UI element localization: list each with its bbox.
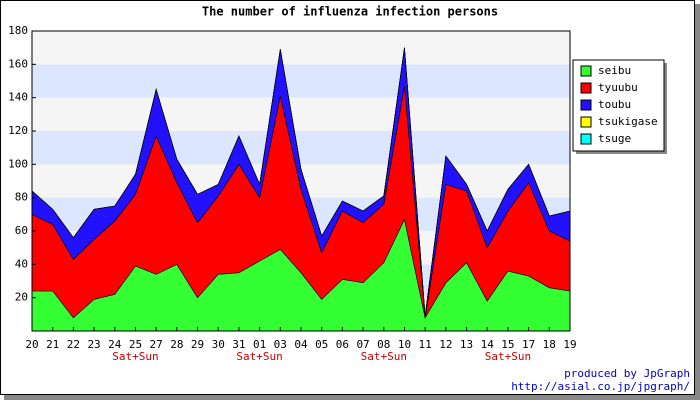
grid-band (32, 31, 570, 65)
credit: produced by JpGraph (564, 367, 690, 380)
legend-swatch (580, 65, 592, 77)
y-tick-label: 160 (8, 57, 28, 70)
x-tick-label: 20 (25, 338, 38, 351)
x-tick-label: 28 (170, 338, 183, 351)
x-sublabel: Sat+Sun (485, 350, 531, 363)
x-sublabel: Sat+Sun (361, 350, 407, 363)
legend-label: tsukigase (598, 115, 658, 128)
y-tick-label: 100 (8, 157, 28, 170)
x-sublabel: Sat+Sun (112, 350, 158, 363)
legend-swatch (580, 99, 592, 111)
legend-label: tyuubu (598, 81, 638, 94)
x-tick-label: 25 (129, 338, 142, 351)
x-tick-label: 15 (501, 338, 514, 351)
x-tick-label: 21 (46, 338, 59, 351)
grid-band (32, 64, 570, 98)
legend-label: toubu (598, 98, 631, 111)
y-tick-label: 120 (8, 124, 28, 137)
x-tick-label: 18 (543, 338, 556, 351)
x-tick-label: 11 (419, 338, 432, 351)
x-tick-label: 27 (150, 338, 163, 351)
credit: http://asial.co.jp/jpgraph/ (511, 380, 690, 393)
legend-swatch (580, 133, 592, 145)
x-sublabel: Sat+Sun (236, 350, 282, 363)
x-tick-label: 29 (191, 338, 204, 351)
x-tick-label: 08 (377, 338, 390, 351)
grid-band (32, 97, 570, 131)
x-tick-label: 30 (212, 338, 225, 351)
x-tick-label: 13 (460, 338, 473, 351)
x-tick-label: 06 (336, 338, 349, 351)
x-tick-label: 10 (398, 338, 411, 351)
x-tick-label: 22 (67, 338, 80, 351)
chart-title: The number of influenza infection person… (202, 5, 498, 19)
x-tick-label: 07 (356, 338, 369, 351)
x-tick-label: 12 (439, 338, 452, 351)
x-tick-label: 14 (481, 338, 495, 351)
x-tick-label: 03 (274, 338, 287, 351)
x-tick-label: 01 (253, 338, 266, 351)
y-tick-label: 80 (15, 191, 28, 204)
legend-swatch (580, 116, 592, 128)
x-tick-label: 23 (87, 338, 100, 351)
y-tick-label: 180 (8, 24, 28, 37)
x-tick-label: 24 (108, 338, 122, 351)
legend-swatch (580, 82, 592, 94)
y-tick-label: 20 (15, 291, 28, 304)
y-tick-label: 40 (15, 257, 28, 270)
x-tick-label: 17 (522, 338, 535, 351)
legend-label: seibu (598, 64, 631, 77)
x-tick-label: 04 (294, 338, 308, 351)
y-tick-label: 60 (15, 224, 28, 237)
y-tick-label: 140 (8, 91, 28, 104)
grid-band (32, 131, 570, 165)
x-tick-label: 31 (232, 338, 245, 351)
x-tick-label: 19 (563, 338, 576, 351)
x-tick-label: 05 (315, 338, 328, 351)
legend-label: tsuge (598, 132, 631, 145)
